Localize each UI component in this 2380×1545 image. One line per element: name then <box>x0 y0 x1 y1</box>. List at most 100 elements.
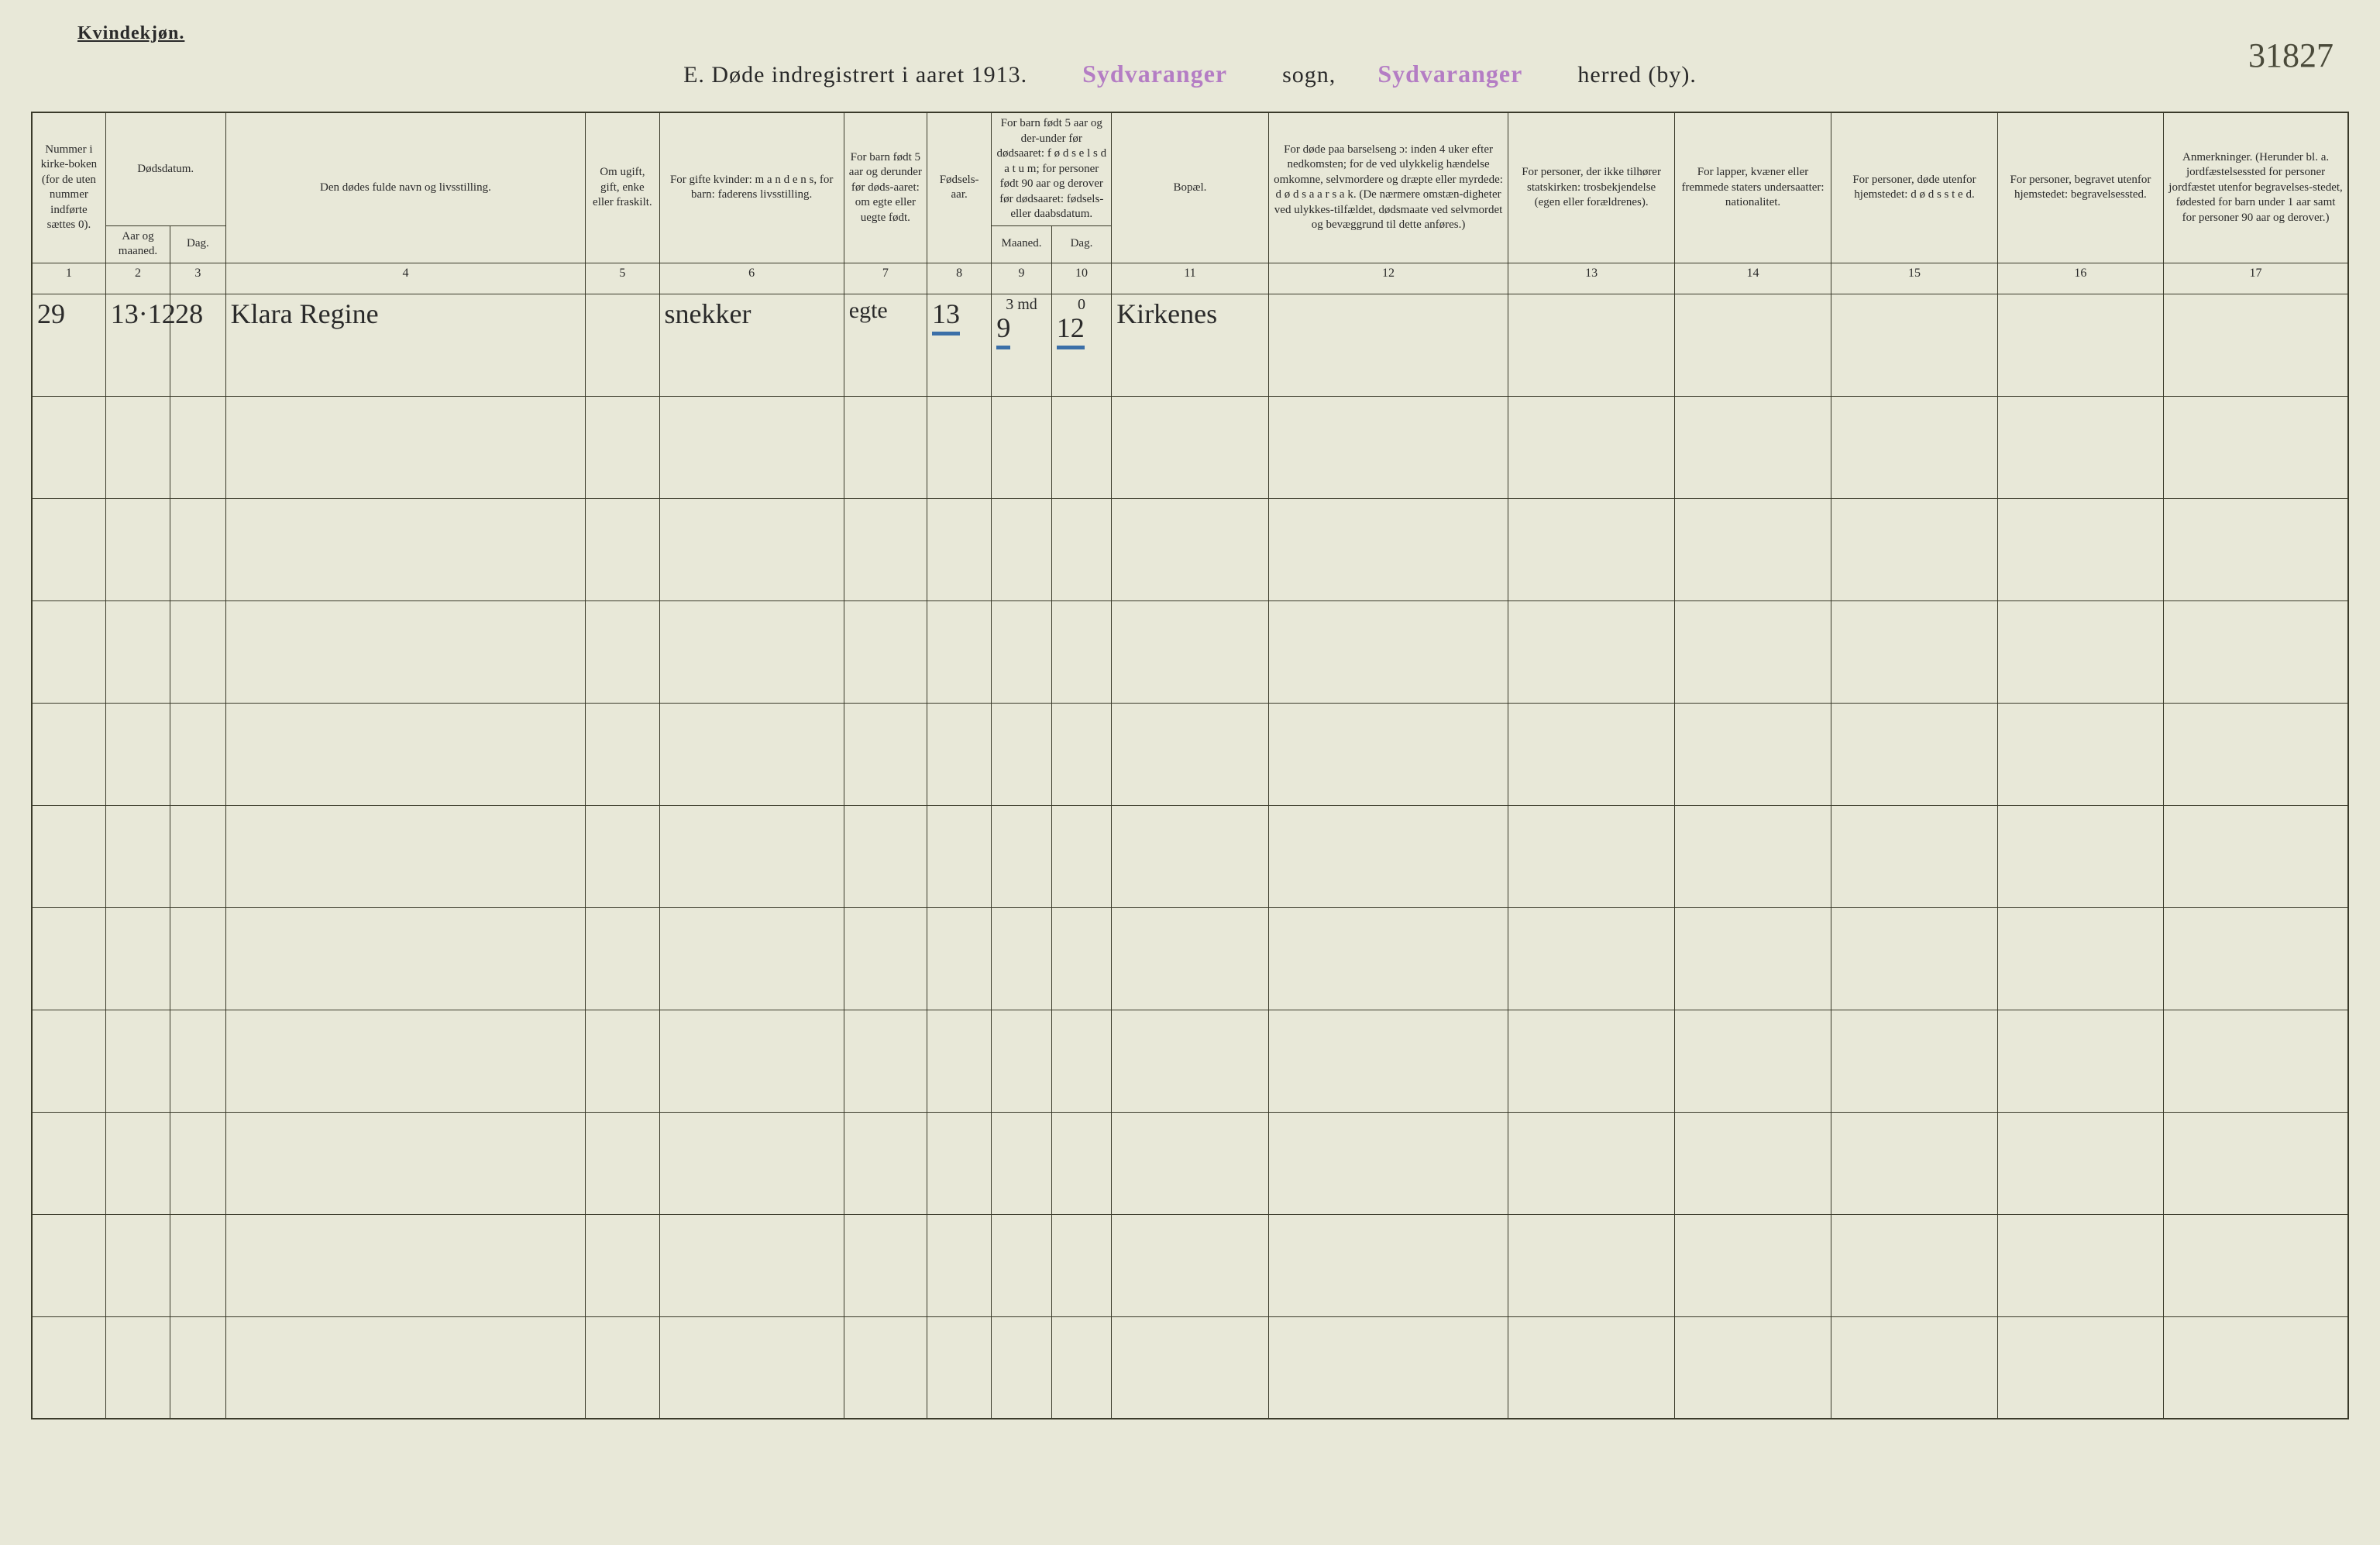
empty-cell <box>1508 1214 1674 1316</box>
empty-cell <box>170 805 225 907</box>
empty-cell <box>586 805 659 907</box>
column-number-cell: 7 <box>844 263 927 294</box>
residence: Kirkenes <box>1116 298 1217 329</box>
cell-birth-day: 012 <box>1051 294 1111 396</box>
empty-cell <box>225 1010 586 1112</box>
empty-cell <box>927 396 991 498</box>
column-number-cell: 13 <box>1508 263 1674 294</box>
column-number-cell: 6 <box>659 263 844 294</box>
empty-cell <box>844 498 927 600</box>
empty-cell <box>586 1112 659 1214</box>
empty-cell <box>170 1214 225 1316</box>
empty-cell <box>1831 498 1997 600</box>
empty-cell <box>32 1112 105 1214</box>
empty-cell <box>1051 703 1111 805</box>
empty-cell <box>1674 396 1831 498</box>
empty-cell <box>1831 907 1997 1010</box>
empty-cell <box>2164 907 2348 1010</box>
gender-heading: Kvindekjøn. <box>77 23 2349 44</box>
empty-cell <box>1112 703 1269 805</box>
col-12-header: For døde paa barselseng ɔ: inden 4 uker … <box>1268 112 1508 263</box>
empty-cell <box>2164 1316 2348 1419</box>
cell-birth-month: 3 md9 <box>992 294 1051 396</box>
empty-cell <box>1674 703 1831 805</box>
empty-cell <box>927 805 991 907</box>
column-number-cell: 8 <box>927 263 991 294</box>
empty-cell <box>1508 1112 1674 1214</box>
empty-cell <box>586 703 659 805</box>
empty-cell <box>2164 1010 2348 1112</box>
legitimacy: egte <box>849 298 888 323</box>
empty-cell <box>1051 1316 1111 1419</box>
empty-cell <box>1997 703 2163 805</box>
empty-cell <box>2164 396 2348 498</box>
empty-cell <box>927 498 991 600</box>
empty-cell <box>1508 396 1674 498</box>
empty-cell <box>992 907 1051 1010</box>
empty-cell <box>992 1214 1051 1316</box>
table-row <box>32 703 2348 805</box>
column-number-cell: 2 <box>105 263 170 294</box>
empty-cell <box>586 1010 659 1112</box>
empty-cell <box>2164 703 2348 805</box>
empty-cell <box>225 1316 586 1419</box>
empty-cell <box>105 1214 170 1316</box>
empty-cell <box>170 1316 225 1419</box>
cell-name: Klara Regine <box>225 294 586 396</box>
column-number-cell: 11 <box>1112 263 1269 294</box>
empty-cell <box>105 907 170 1010</box>
empty-cell <box>1674 907 1831 1010</box>
empty-cell <box>225 805 586 907</box>
col-4-header: Den dødes fulde navn og livsstilling. <box>225 112 586 263</box>
col-17-header: Anmerkninger. (Herunder bl. a. jordfæste… <box>2164 112 2348 263</box>
empty-cell <box>32 703 105 805</box>
stamp-herred: Sydvaranger <box>1377 60 1522 88</box>
birth-day-annotation: 0 <box>1057 298 1106 311</box>
title-line: E. Døde indregistrert i aaret 1913. Sydv… <box>31 60 2349 88</box>
empty-cell <box>992 805 1051 907</box>
empty-cell <box>1831 600 1997 703</box>
empty-cell <box>659 498 844 600</box>
column-number-cell: 5 <box>586 263 659 294</box>
empty-cell <box>225 907 586 1010</box>
empty-cell <box>1268 498 1508 600</box>
empty-cell <box>32 498 105 600</box>
cell-12 <box>1268 294 1508 396</box>
empty-cell <box>1268 1112 1508 1214</box>
col-16-header: For personer, begravet utenfor hjemstede… <box>1997 112 2163 263</box>
empty-cell <box>1268 1316 1508 1419</box>
empty-cell <box>927 1112 991 1214</box>
empty-cell <box>1674 498 1831 600</box>
empty-cell <box>927 703 991 805</box>
birth-month: 9 <box>996 311 1010 349</box>
empty-cell <box>1674 805 1831 907</box>
empty-cell <box>1112 1010 1269 1112</box>
empty-cell <box>170 498 225 600</box>
empty-cell <box>927 600 991 703</box>
column-number-cell: 16 <box>1997 263 2163 294</box>
stamp-sogn: Sydvaranger <box>1082 60 1227 88</box>
empty-cell <box>844 1214 927 1316</box>
empty-cell <box>1112 396 1269 498</box>
col-2-3-group-header: Dødsdatum. <box>105 112 225 225</box>
cell-15 <box>1831 294 1997 396</box>
cell-father-occ: snekker <box>659 294 844 396</box>
empty-cell <box>32 805 105 907</box>
empty-cell <box>659 1112 844 1214</box>
empty-cell <box>1112 907 1269 1010</box>
empty-cell <box>1674 600 1831 703</box>
empty-cell <box>1051 498 1111 600</box>
empty-cell <box>1268 703 1508 805</box>
empty-cell <box>992 396 1051 498</box>
empty-cell <box>1112 1214 1269 1316</box>
empty-cell <box>1508 907 1674 1010</box>
empty-cell <box>105 1010 170 1112</box>
table-row <box>32 1010 2348 1112</box>
empty-cell <box>659 600 844 703</box>
cell-dag: 28 <box>170 294 225 396</box>
table-row <box>32 396 2348 498</box>
col-13-header: For personer, der ikke tilhører statskir… <box>1508 112 1674 263</box>
empty-cell <box>586 907 659 1010</box>
empty-cell <box>927 1316 991 1419</box>
empty-cell <box>1997 907 2163 1010</box>
